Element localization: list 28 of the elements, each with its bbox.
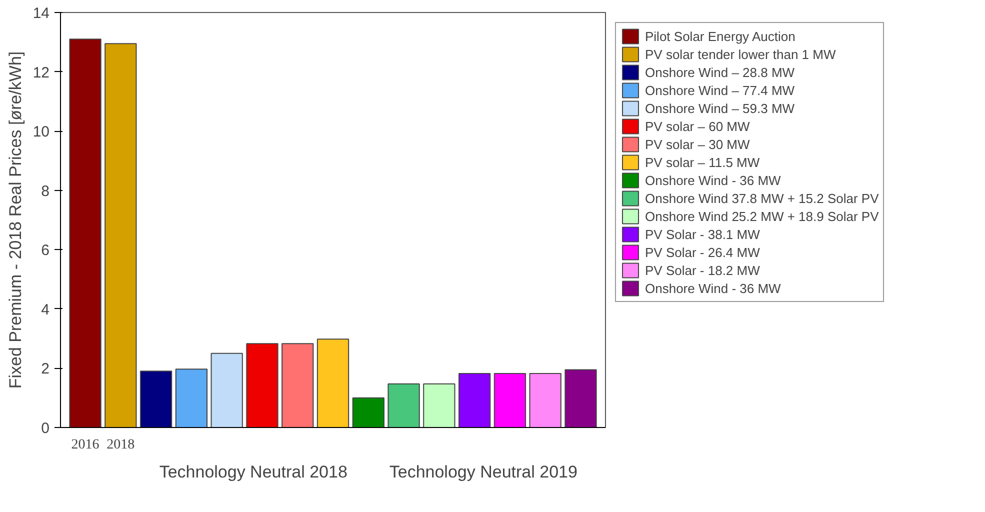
legend-label: PV Solar - 38.1 MW	[645, 226, 760, 243]
x-tick-label: 2018	[106, 438, 135, 452]
legend-label: Onshore Wind 25.2 MW + 18.9 Solar PV	[645, 208, 879, 225]
x-tick-label: 2016	[71, 438, 100, 452]
legend-label: Onshore Wind – 28.8 MW	[645, 64, 795, 81]
y-tick-label: 6	[41, 242, 50, 260]
legend-label: PV solar – 11.5 MW	[645, 154, 760, 171]
legend-label: PV solar – 60 MW	[645, 118, 750, 135]
text: Technology Neutral 2019	[389, 462, 578, 482]
y-axis-title: Fixed Premium - 2018 Real Prices [øre/kWh]	[6, 51, 25, 389]
legend-label: PV solar – 30 MW	[645, 136, 750, 153]
y-tick-label: 14	[32, 5, 50, 22]
legend-label: Pilot Solar Energy Auction	[645, 28, 796, 45]
legend-label: Onshore Wind 37.8 MW + 15.2 Solar PV	[645, 190, 879, 207]
text: Technology Neutral 2018	[159, 462, 348, 482]
legend-label: Onshore Wind - 36 MW	[645, 280, 781, 297]
legend-label: Onshore Wind – 59.3 MW	[645, 100, 795, 117]
legend-label: Onshore Wind – 77.4 MW	[645, 82, 795, 99]
legend-label: PV solar tender lower than 1 MW	[645, 46, 836, 63]
legend-label: Onshore Wind - 36 MW	[645, 172, 781, 189]
y-tick-label: 12	[32, 64, 50, 82]
y-tick-label: 0	[41, 420, 50, 437]
y-tick-label: 2	[41, 360, 50, 378]
legend-label: PV Solar - 18.2 MW	[645, 262, 760, 279]
y-tick-label: 4	[41, 301, 50, 318]
y-tick-label: 10	[32, 124, 50, 141]
y-tick-label: 8	[41, 182, 50, 200]
legend-label: PV Solar - 26.4 MW	[645, 244, 760, 261]
